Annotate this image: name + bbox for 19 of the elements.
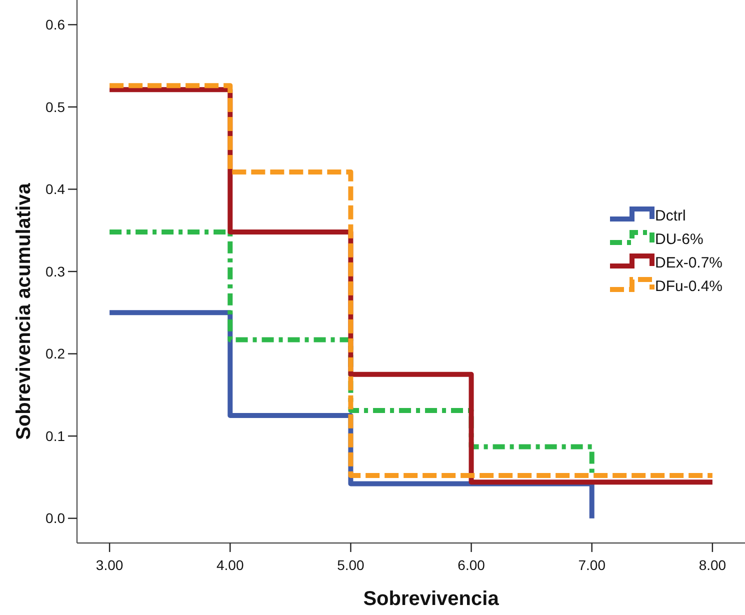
x-tick-label: 5.00 — [337, 557, 365, 573]
y-tick-label: 0.2 — [46, 346, 66, 362]
y-tick-label: 0.4 — [46, 181, 66, 198]
x-tick-label: 7.00 — [578, 557, 606, 573]
y-axis-title: Sobrevivencia acumulativa — [13, 182, 35, 440]
x-tick-label: 8.00 — [698, 557, 726, 573]
x-tick-label: 4.00 — [216, 557, 244, 573]
y-tick-label: 0.5 — [46, 98, 66, 115]
x-tick-label: 3.00 — [96, 557, 124, 573]
y-tick-label: 0.0 — [46, 510, 66, 526]
legend-label: Dctrl — [655, 207, 686, 224]
y-tick-label: 0.6 — [46, 16, 66, 33]
y-tick-label: 0.1 — [46, 428, 66, 444]
legend-label: DFu-0.4% — [655, 278, 723, 295]
legend-label: DU-6% — [655, 230, 704, 248]
x-axis-title: Sobrevivencia — [363, 588, 500, 610]
x-tick-label: 6.00 — [458, 557, 486, 573]
legend-label: DEx-0.7% — [655, 254, 723, 272]
y-tick-label: 0.3 — [46, 263, 66, 280]
